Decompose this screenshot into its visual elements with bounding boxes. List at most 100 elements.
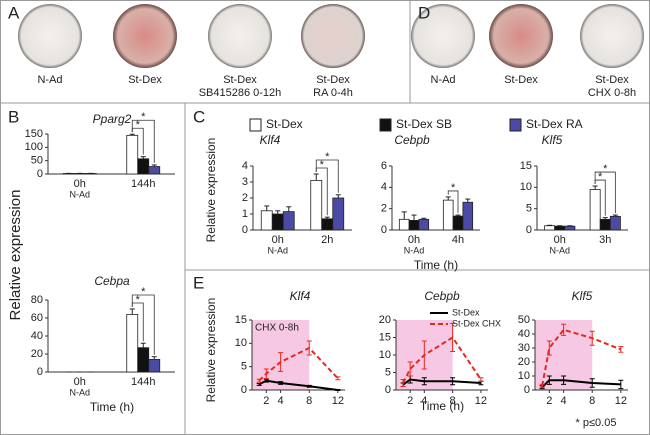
shade-label: CHX 0-8h: [255, 323, 299, 334]
error-bar: [256, 382, 262, 386]
y-tick-label: 5: [241, 361, 247, 373]
y-tick-label: 20: [518, 356, 530, 368]
y-axis-label: Relative expression: [204, 138, 218, 243]
image-label: RA 0-4h: [313, 87, 353, 99]
error-bar: [618, 346, 624, 353]
y-tick-label: 15: [235, 314, 247, 326]
error-bar: [478, 377, 484, 382]
y-tick-label: 50: [518, 314, 530, 326]
chart-title: Klf4: [260, 133, 281, 147]
dish-image: [301, 4, 365, 68]
y-tick-label: 20: [31, 348, 43, 360]
error-bar: [263, 378, 269, 383]
image-label: SB415286 0-12h: [199, 87, 282, 99]
y-tick-label: 1: [242, 208, 248, 220]
bar: [137, 347, 150, 373]
error-bar: [306, 384, 312, 388]
bar: [609, 215, 621, 231]
significance-label: *: [603, 163, 608, 175]
bar: [599, 218, 611, 231]
bar: [398, 218, 410, 231]
series-line: [541, 328, 622, 386]
y-tick-label: 10: [518, 370, 530, 382]
y-tick-label: 5: [385, 366, 391, 378]
x-tick-note: N-Ad: [267, 245, 288, 255]
x-tick-label: 4h: [452, 234, 464, 246]
x-tick-label: 8: [589, 395, 595, 407]
significance-bracket: [447, 190, 459, 214]
y-tick-label: 150: [25, 128, 43, 140]
bar: [442, 199, 454, 231]
significance-label: *: [141, 286, 146, 298]
bar: [332, 197, 345, 231]
error-bar: [421, 340, 427, 370]
bar: [408, 219, 420, 231]
significance-label: *: [320, 159, 325, 171]
x-tick-label: 0h: [272, 234, 284, 246]
dish-image: [113, 4, 177, 68]
error-bar: [589, 330, 595, 346]
error-bar: [618, 379, 624, 390]
chart-title: Cebpb: [424, 289, 460, 303]
y-tick-label: 6: [381, 160, 387, 172]
y-tick-label: 10: [520, 181, 532, 193]
error-bar: [450, 377, 456, 386]
image-label: N-Ad: [430, 74, 455, 86]
y-tick-label: 0: [524, 384, 530, 396]
y-tick-label: 40: [518, 328, 530, 340]
chart-title: Klf5: [572, 289, 593, 303]
legend-swatch: [509, 118, 522, 132]
bar: [564, 225, 576, 231]
y-tick-label: 40: [31, 330, 43, 342]
error-bar: [539, 383, 545, 388]
y-axis-label: Relative expression: [7, 190, 24, 321]
bar: [544, 225, 556, 231]
x-tick-label: 0h: [554, 234, 566, 246]
y-tick-label: 4: [381, 181, 387, 193]
chart-title: Pparg2: [93, 112, 132, 126]
dish-image: [489, 4, 553, 68]
image-label: St-Dex: [223, 74, 257, 86]
x-tick-label: 0h: [74, 178, 86, 190]
x-tick-label: 12: [332, 395, 344, 407]
x-tick-label: 12: [475, 395, 487, 407]
x-tick-label: 12: [615, 395, 627, 407]
x-tick-label: 4: [278, 395, 284, 407]
legend-label: St-Dex: [452, 307, 480, 317]
image-label: N-Ad: [37, 74, 62, 86]
significance-label: *: [325, 151, 330, 163]
legend-label: St-Dex SB: [396, 117, 452, 131]
error-bar: [400, 379, 406, 387]
image-label: St-Dex: [595, 74, 629, 86]
y-tick-label: 0: [37, 366, 43, 378]
significance-label: *: [141, 111, 146, 123]
x-tick-label: 4: [421, 395, 427, 407]
error-bar: [335, 376, 341, 381]
x-tick-label: 0h: [408, 234, 420, 246]
y-tick-label: 0: [241, 384, 247, 396]
chart-title: Klf4: [290, 289, 311, 303]
y-tick-label: 100: [25, 141, 43, 153]
error-bar: [421, 377, 427, 386]
panel-letter: D: [418, 3, 430, 22]
bar: [137, 158, 150, 175]
y-tick-label: 0: [242, 224, 248, 236]
error-bar: [256, 378, 262, 383]
image-label: St-Dex: [128, 74, 162, 86]
image-label: St-Dex: [504, 74, 538, 86]
y-tick-label: 0: [385, 384, 391, 396]
x-tick-note: N-Ad: [404, 245, 425, 255]
error-bar: [278, 352, 284, 372]
x-tick-label: 144h: [131, 178, 155, 190]
panel-letter: A: [8, 3, 20, 22]
y-tick-label: 15: [379, 331, 391, 343]
panel-letter: E: [193, 273, 204, 292]
y-tick-label: 2: [381, 203, 387, 215]
image-label: St-Dex: [316, 74, 350, 86]
bar: [321, 218, 334, 231]
x-tick-label: 8: [306, 395, 312, 407]
x-tick-label: 3h: [599, 234, 611, 246]
legend-label: St-Dex RA: [526, 117, 583, 131]
y-tick-label: 0: [526, 224, 532, 236]
y-axis-label: Relative expression: [204, 298, 218, 403]
